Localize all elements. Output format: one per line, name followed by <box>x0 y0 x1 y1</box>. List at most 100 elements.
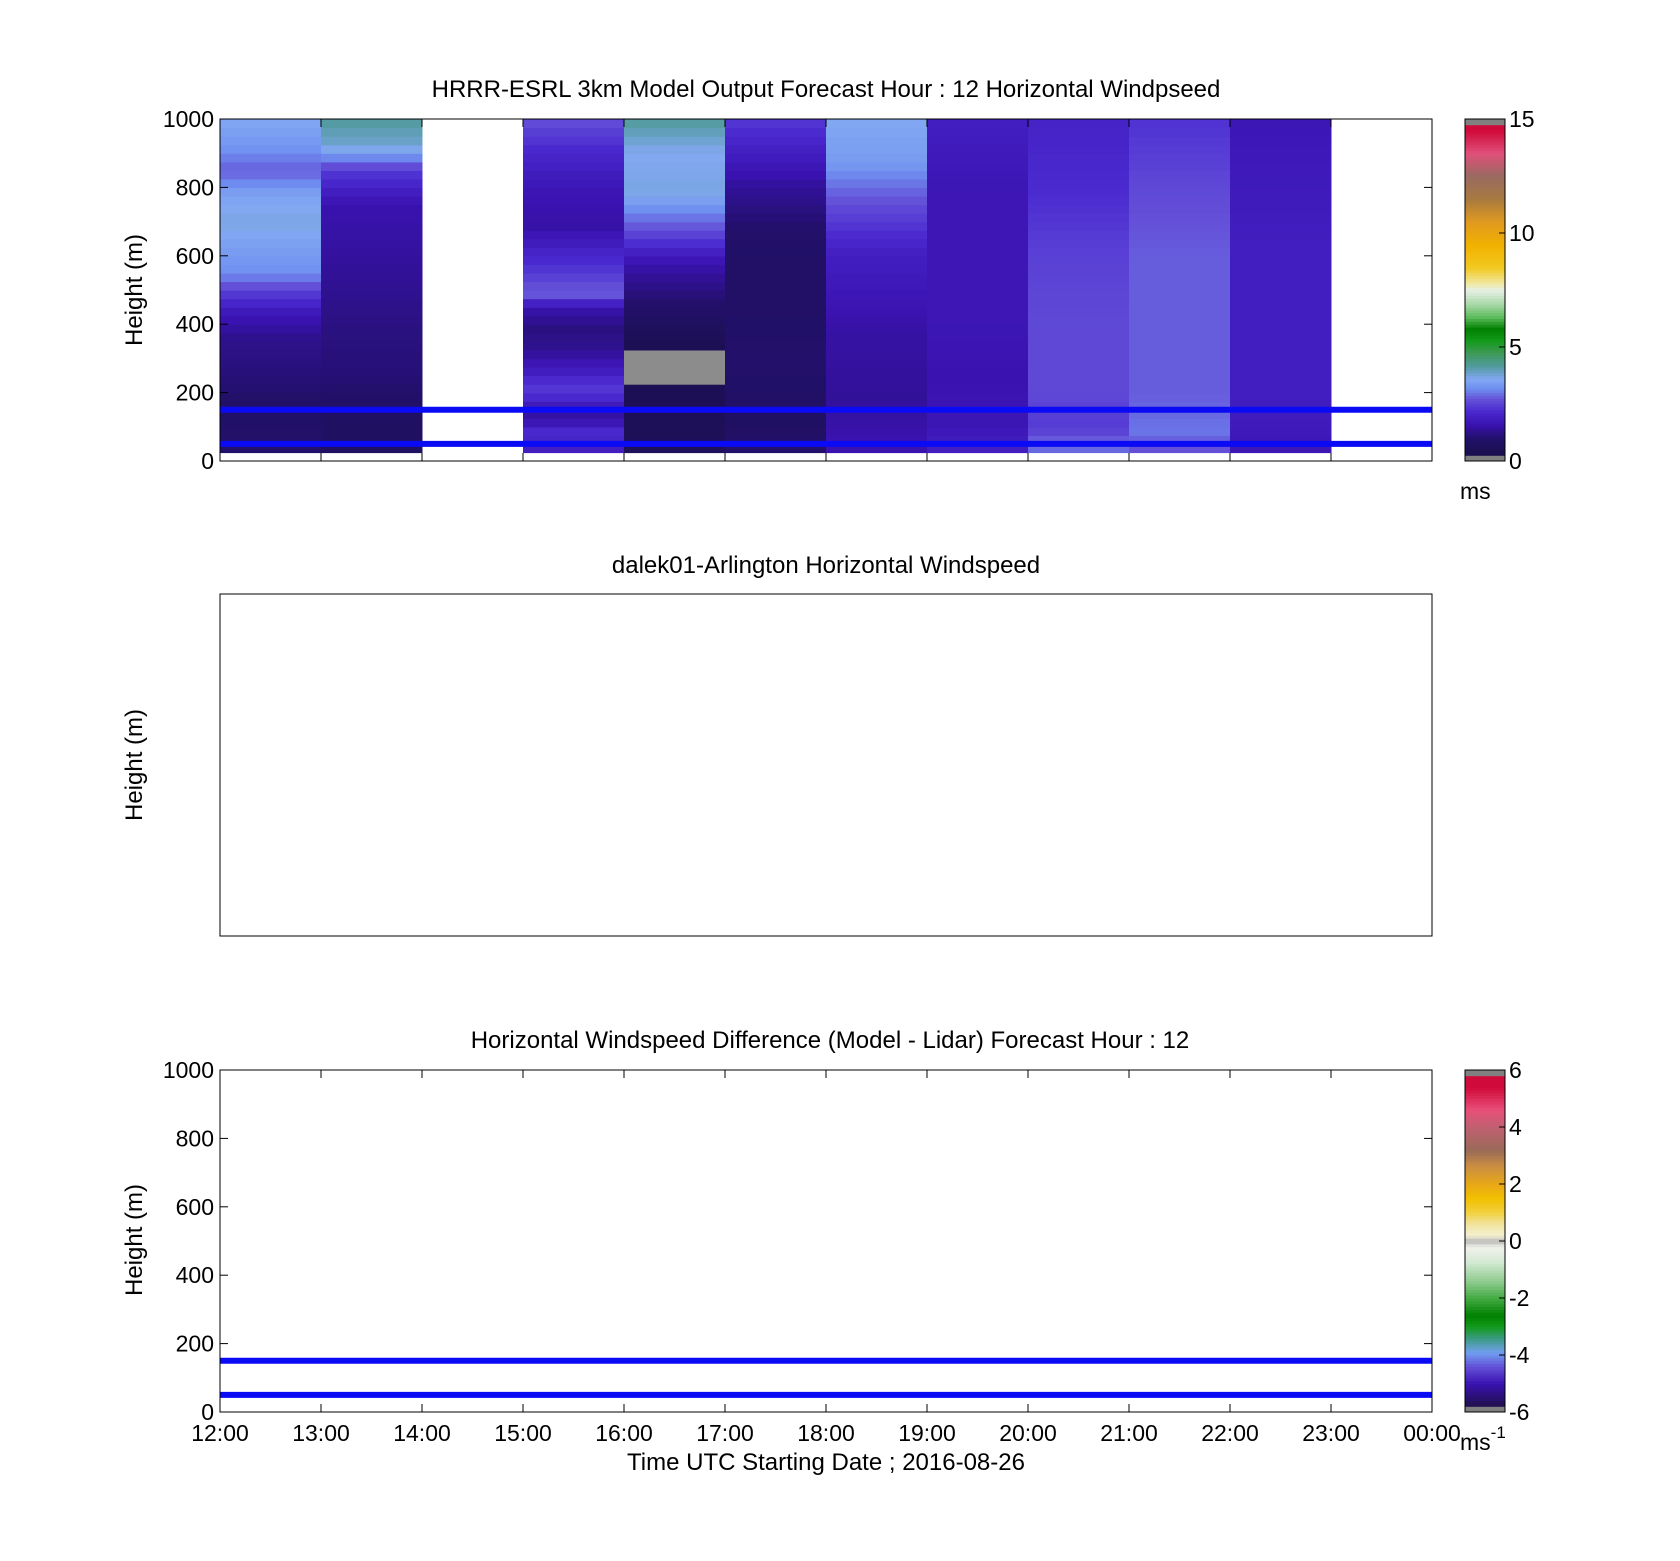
heatmap-cell <box>1129 1120 1231 1124</box>
heatmap-cell <box>1129 127 1231 137</box>
heatmap-cell <box>220 1171 322 1175</box>
heatmap-cell <box>624 1342 726 1346</box>
colorbar-swatch <box>1465 1286 1505 1290</box>
heatmap-cell <box>321 230 423 240</box>
colorbar-swatch <box>1465 375 1505 379</box>
heatmap-cell <box>927 1174 1029 1178</box>
heatmap-cell <box>624 1256 726 1260</box>
heatmap-cell <box>220 349 322 360</box>
heatmap-cell <box>1129 1198 1231 1202</box>
heatmap-cell <box>321 1280 423 1284</box>
colorbar-swatch <box>1465 1175 1505 1179</box>
colorbar-swatch <box>1465 366 1505 371</box>
heatmap-cell <box>624 1284 726 1288</box>
heatmap-cell <box>1230 144 1332 154</box>
heatmap-cell <box>1028 1164 1130 1168</box>
heatmap-cell <box>1129 1157 1231 1161</box>
colorbar-swatch <box>1465 1366 1505 1370</box>
heatmap-cell <box>523 1195 625 1199</box>
heatmap-cell <box>826 1345 928 1349</box>
heatmap-cell <box>725 247 827 257</box>
heatmap-cell <box>321 315 423 325</box>
heatmap-cell <box>1028 418 1130 428</box>
colorbar-swatch <box>1465 233 1505 237</box>
heatmap-cell <box>826 1157 928 1161</box>
colorbar-swatch <box>1465 435 1505 439</box>
colorbar-swatch <box>1465 204 1505 208</box>
heatmap-cell <box>725 1178 827 1182</box>
heatmap-cell <box>1028 1345 1130 1349</box>
heatmap-cell <box>624 1174 726 1178</box>
heatmap-cell <box>826 1239 928 1243</box>
heatmap-cell <box>1129 1154 1231 1158</box>
heatmap-cell <box>523 1400 625 1404</box>
heatmap-cell <box>826 290 928 300</box>
heatmap-cell <box>624 1075 726 1079</box>
colorbar-swatch <box>1465 1263 1505 1268</box>
heatmap-cell <box>220 221 322 231</box>
colorbar-swatch <box>1465 1146 1505 1151</box>
heatmap-cell <box>826 1311 928 1315</box>
heatmap-cell <box>826 1150 928 1154</box>
colorbar-swatch <box>1465 1243 1505 1248</box>
colorbar-swatch <box>1465 1178 1505 1182</box>
heatmap-cell <box>624 315 726 325</box>
heatmap-cell <box>624 1376 726 1380</box>
heatmap-cell <box>220 1243 322 1247</box>
heatmap-cell <box>1129 1113 1231 1117</box>
heatmap-cell <box>927 1130 1029 1134</box>
y-tick-label: 400 <box>176 311 214 337</box>
heatmap-cell <box>624 1120 726 1124</box>
heatmap-cell <box>725 136 827 146</box>
heatmap-cell <box>624 1260 726 1264</box>
heatmap-cell <box>1028 1202 1130 1206</box>
colorbar-swatch <box>1465 1289 1505 1293</box>
colorbar-swatch <box>1465 352 1505 357</box>
y-tick-label: 800 <box>176 174 214 200</box>
heatmap-cell <box>826 341 928 351</box>
colorbar-swatch <box>1465 1363 1505 1367</box>
heatmap-cell <box>1129 281 1231 291</box>
heatmap-cell <box>321 1185 423 1189</box>
heatmap-cell <box>927 213 1029 223</box>
heatmap-cell <box>1230 401 1332 411</box>
heatmap-cell <box>220 1383 322 1387</box>
heatmap-cell <box>927 272 1029 283</box>
colorbar-swatch <box>1465 1300 1505 1305</box>
colorbar-swatch <box>1465 1386 1505 1390</box>
heatmap-cell <box>826 204 928 214</box>
heatmap-cell <box>1129 1181 1231 1185</box>
heatmap-cell <box>927 1369 1029 1373</box>
heatmap-cell <box>927 366 1029 377</box>
heatmap-cell <box>523 324 625 334</box>
colorbar-swatch <box>1465 156 1505 160</box>
heatmap-cell <box>1129 1178 1231 1182</box>
heatmap-cell <box>725 1113 827 1117</box>
heatmap-cell <box>220 1318 322 1322</box>
heatmap-cell <box>927 1253 1029 1257</box>
y-tick-label: 1000 <box>163 1057 214 1083</box>
heatmap-cell <box>927 1116 1029 1120</box>
heatmap-cell <box>523 1205 625 1209</box>
heatmap-cell <box>321 1174 423 1178</box>
heatmap-cell <box>725 1311 827 1315</box>
heatmap-cell <box>927 1212 1029 1216</box>
heatmap-cell <box>321 392 423 402</box>
colorbar-swatch <box>1465 324 1505 328</box>
heatmap-cell <box>927 1205 1029 1209</box>
heatmap-cell <box>321 1383 423 1387</box>
heatmap-cell <box>321 1315 423 1319</box>
heatmap-cell <box>1028 1209 1130 1213</box>
heatmap-cell <box>1230 392 1332 402</box>
heatmap-cell <box>826 1178 928 1182</box>
heatmap-cell <box>927 1089 1029 1093</box>
heatmap-cell <box>725 1332 827 1336</box>
colorbar-swatch <box>1465 190 1505 194</box>
colorbar-swatch <box>1465 270 1505 274</box>
heatmap-cell <box>1129 1380 1231 1384</box>
heatmap-cell <box>1028 1250 1130 1254</box>
heatmap-cell <box>1230 213 1332 223</box>
heatmap-cell <box>1230 375 1332 385</box>
colorbar-swatch <box>1465 301 1505 305</box>
heatmap-cell <box>523 1154 625 1158</box>
